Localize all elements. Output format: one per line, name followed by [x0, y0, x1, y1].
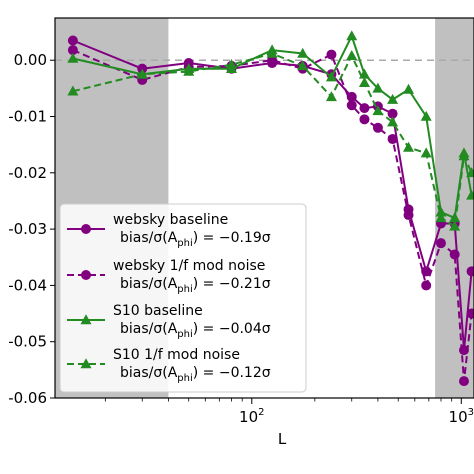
- data-point: [297, 60, 309, 71]
- data-point: [387, 116, 399, 127]
- data-point: [372, 82, 384, 93]
- data-point: [403, 141, 415, 152]
- data-point: [346, 100, 357, 111]
- data-point: [346, 30, 358, 41]
- data-point: [326, 49, 337, 60]
- y-tick-label: -0.04: [8, 276, 47, 294]
- series-layer: [67, 30, 474, 387]
- y-tick-label: -0.06: [8, 389, 47, 407]
- data-point: [80, 358, 92, 369]
- legend-label: S10 baseline: [113, 303, 203, 319]
- data-point: [466, 266, 474, 277]
- data-point: [67, 85, 79, 96]
- data-point: [458, 376, 469, 387]
- data-point: [458, 150, 470, 161]
- data-point: [346, 50, 358, 60]
- data-point: [435, 206, 447, 217]
- data-point: [387, 93, 399, 104]
- data-point: [466, 308, 474, 319]
- legend-label: websky baseline: [113, 212, 228, 228]
- y-tick-label: -0.05: [8, 333, 47, 351]
- data-point: [403, 210, 414, 221]
- series-4: [67, 47, 474, 231]
- data-point: [387, 134, 398, 145]
- data-point: [403, 83, 415, 94]
- y-tick-label: 0.00: [14, 51, 47, 69]
- y-tick-label: -0.03: [8, 220, 47, 238]
- data-point: [421, 280, 432, 291]
- legend-box: [59, 203, 307, 393]
- data-point: [67, 35, 78, 46]
- data-point: [359, 114, 370, 125]
- legend-label: websky 1/f mod noise: [113, 258, 265, 274]
- data-point: [466, 189, 474, 200]
- data-point: [372, 105, 384, 116]
- data-point: [67, 45, 78, 56]
- data-point: [449, 212, 461, 223]
- data-point: [183, 65, 195, 76]
- data-point: [81, 224, 91, 234]
- x-axis: 102 103: [104, 398, 474, 426]
- plot-frame: [54, 17, 474, 399]
- data-point: [372, 122, 383, 133]
- data-point: [67, 52, 79, 63]
- legend-bias-label: bias/σ(Aphi) = −0.19σ: [120, 230, 271, 249]
- data-point: [325, 71, 337, 82]
- data-point: [420, 110, 432, 121]
- legend-bias-label: bias/σ(Aphi) = −0.12σ: [120, 365, 271, 384]
- legend-bias-label: bias/σ(Aphi) = −0.04σ: [120, 321, 271, 340]
- y-axis: 0.00 -0.01 -0.02 -0.03 -0.04 -0.05 -0.06: [8, 51, 55, 407]
- y-tick-label: -0.01: [8, 108, 47, 126]
- legend-bias-label: bias/σ(Aphi) = −0.21σ: [120, 276, 271, 295]
- legend: websky baseline bias/σ(Aphi) = −0.19σ webs…: [59, 203, 307, 393]
- data-point: [420, 147, 432, 158]
- data-point: [325, 91, 337, 102]
- data-point: [466, 167, 474, 178]
- data-point: [136, 68, 148, 79]
- data-point: [81, 270, 91, 280]
- data-point: [435, 212, 447, 223]
- data-point: [435, 238, 446, 249]
- x-tick-label: 102: [239, 407, 264, 426]
- x-tick-label: 103: [449, 407, 474, 426]
- data-point: [80, 314, 92, 325]
- data-point: [359, 103, 370, 114]
- data-point: [449, 249, 460, 260]
- data-point: [387, 108, 398, 119]
- data-point: [297, 47, 309, 58]
- legend-label: S10 1/f mod noise: [113, 347, 240, 363]
- data-point: [358, 77, 370, 88]
- data-point: [266, 47, 278, 58]
- data-point: [449, 220, 461, 231]
- y-tick-label: -0.02: [8, 164, 47, 182]
- data-point: [225, 59, 237, 70]
- x-axis-label: L: [278, 430, 287, 448]
